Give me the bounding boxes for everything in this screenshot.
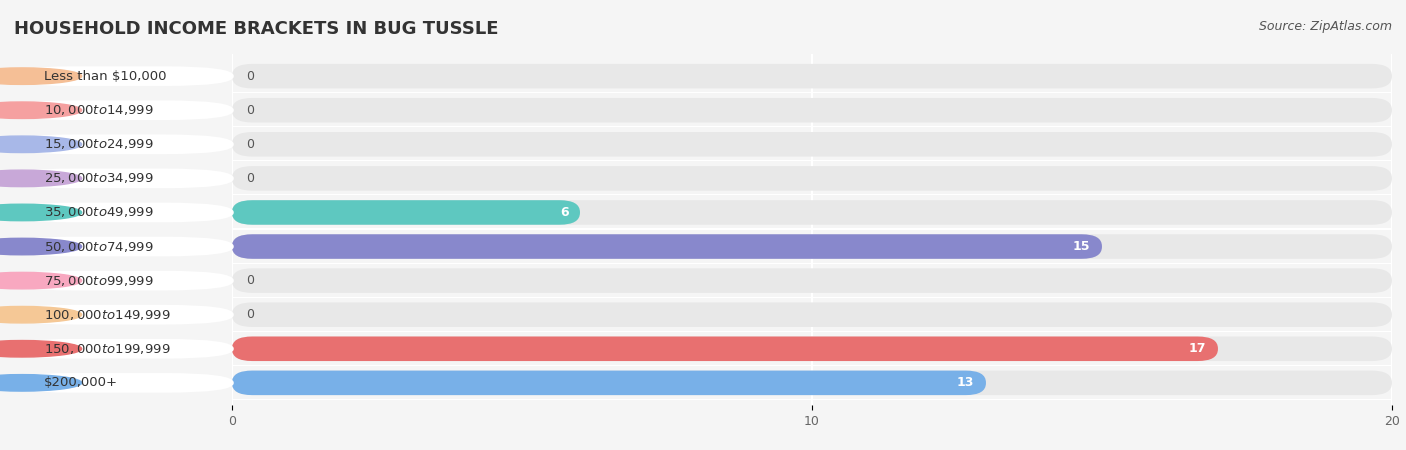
FancyBboxPatch shape [6,66,233,86]
Circle shape [0,238,82,255]
FancyBboxPatch shape [232,98,1392,122]
Text: 0: 0 [246,308,254,321]
FancyBboxPatch shape [6,373,233,393]
FancyBboxPatch shape [232,92,1392,93]
Text: $35,000 to $49,999: $35,000 to $49,999 [45,206,155,220]
FancyBboxPatch shape [232,194,1392,195]
Circle shape [0,102,82,118]
Circle shape [0,68,82,85]
FancyBboxPatch shape [232,126,1392,127]
FancyBboxPatch shape [232,331,1392,332]
FancyBboxPatch shape [6,305,233,324]
FancyBboxPatch shape [6,100,233,120]
Text: $100,000 to $149,999: $100,000 to $149,999 [45,308,170,322]
FancyBboxPatch shape [6,169,233,188]
Text: $25,000 to $34,999: $25,000 to $34,999 [45,171,155,185]
FancyBboxPatch shape [6,271,233,290]
Text: 0: 0 [246,172,254,185]
Text: $150,000 to $199,999: $150,000 to $199,999 [45,342,170,356]
Text: 0: 0 [246,70,254,83]
FancyBboxPatch shape [232,302,1392,327]
Text: $50,000 to $74,999: $50,000 to $74,999 [45,239,155,253]
FancyBboxPatch shape [232,166,1392,191]
Text: 15: 15 [1073,240,1091,253]
FancyBboxPatch shape [232,64,1392,88]
Circle shape [0,170,82,187]
Text: HOUSEHOLD INCOME BRACKETS IN BUG TUSSLE: HOUSEHOLD INCOME BRACKETS IN BUG TUSSLE [14,20,499,38]
FancyBboxPatch shape [232,268,1392,293]
Circle shape [0,306,82,323]
FancyBboxPatch shape [232,160,1392,162]
Text: $15,000 to $24,999: $15,000 to $24,999 [45,137,155,151]
Circle shape [0,272,82,289]
Text: 6: 6 [560,206,568,219]
FancyBboxPatch shape [232,337,1392,361]
FancyBboxPatch shape [6,202,233,222]
Circle shape [0,374,82,391]
Circle shape [0,136,82,153]
FancyBboxPatch shape [232,234,1102,259]
Text: 13: 13 [957,376,974,389]
Text: 0: 0 [246,274,254,287]
FancyBboxPatch shape [232,200,581,225]
FancyBboxPatch shape [232,234,1392,259]
FancyBboxPatch shape [6,339,233,359]
FancyBboxPatch shape [6,237,233,256]
Text: 0: 0 [246,104,254,117]
Text: $200,000+: $200,000+ [45,376,118,389]
FancyBboxPatch shape [232,262,1392,264]
Text: 17: 17 [1189,342,1206,355]
Text: Less than $10,000: Less than $10,000 [45,70,167,83]
FancyBboxPatch shape [232,371,986,395]
Circle shape [0,341,82,357]
FancyBboxPatch shape [232,371,1392,395]
FancyBboxPatch shape [232,337,1218,361]
FancyBboxPatch shape [6,135,233,154]
FancyBboxPatch shape [232,132,1392,157]
Text: $10,000 to $14,999: $10,000 to $14,999 [45,103,155,117]
FancyBboxPatch shape [232,229,1392,230]
Text: Source: ZipAtlas.com: Source: ZipAtlas.com [1258,20,1392,33]
Text: $75,000 to $99,999: $75,000 to $99,999 [45,274,155,288]
Text: 0: 0 [246,138,254,151]
Circle shape [0,204,82,220]
FancyBboxPatch shape [232,365,1392,366]
FancyBboxPatch shape [232,200,1392,225]
FancyBboxPatch shape [232,399,1392,400]
